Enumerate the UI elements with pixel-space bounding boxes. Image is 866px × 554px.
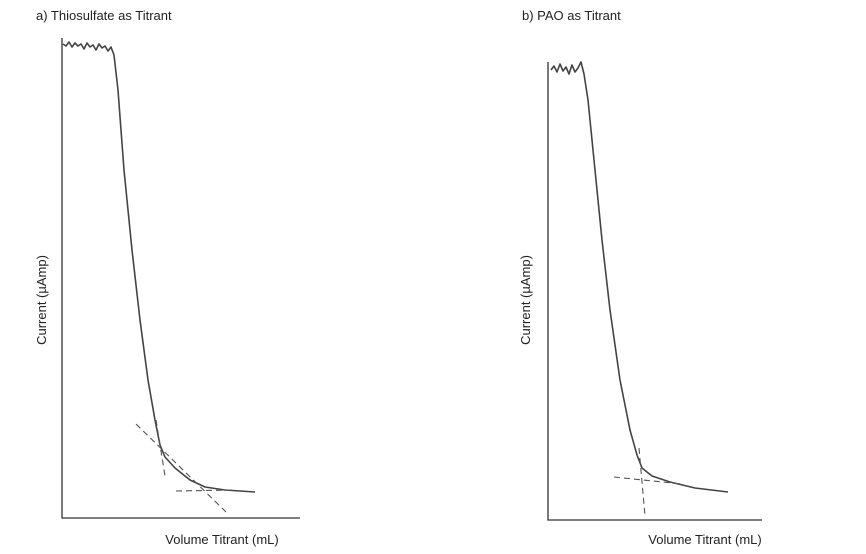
- panel-b: b) PAO as Titrant Current (µAmp) Volume …: [518, 8, 762, 547]
- titration-curve: [550, 61, 729, 493]
- x-axis-label: Volume Titrant (mL): [165, 532, 278, 547]
- panel-title: b) PAO as Titrant: [522, 8, 621, 23]
- y-axis-label: Current (µAmp): [518, 255, 533, 345]
- titration-curve: [62, 41, 256, 493]
- tangent-line: [638, 447, 646, 517]
- panel-title: a) Thiosulfate as Titrant: [36, 8, 172, 23]
- axes: [61, 38, 300, 519]
- panel-a: a) Thiosulfate as Titrant Current (µAmp)…: [34, 8, 300, 547]
- y-axis-label: Current (µAmp): [34, 255, 49, 345]
- axes: [547, 62, 762, 521]
- x-axis-label: Volume Titrant (mL): [648, 532, 761, 547]
- tangent-line: [135, 423, 227, 513]
- baseline-extension: [613, 476, 683, 485]
